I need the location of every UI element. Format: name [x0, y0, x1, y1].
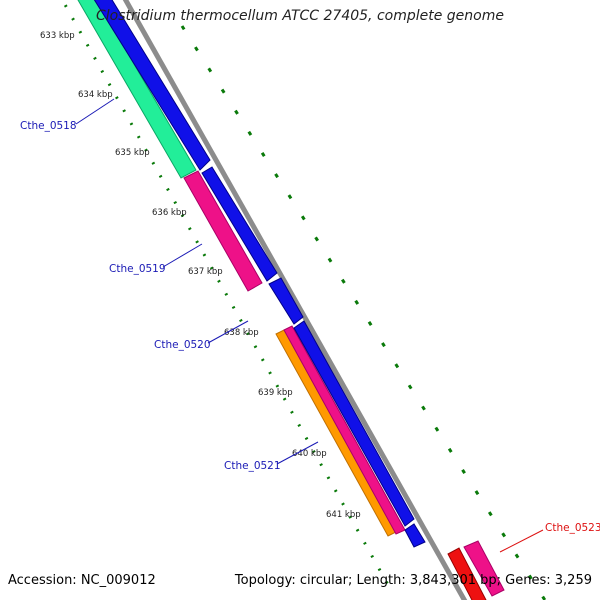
tick-label: 633 kbp [40, 31, 75, 41]
cds-arrow-cthe-0521 [293, 320, 415, 527]
tick-label: 635 kbp [115, 148, 150, 158]
cds-arrow-cthe-0518 [93, 0, 211, 171]
gene-leader [162, 243, 203, 268]
cds-arrow-cthe-0520 [268, 277, 304, 325]
gene-label[interactable]: Cthe_0523 [545, 522, 600, 534]
pink-feature-bar-3 [463, 540, 505, 597]
tick-label: 634 kbp [78, 90, 113, 100]
accession-text: Accession: NC_009012 [8, 573, 156, 588]
cds-arrow-cthe-0519 [201, 166, 278, 282]
gene-label[interactable]: Cthe_0521 [224, 460, 281, 472]
gene-leader [207, 320, 249, 344]
red-feature-bar [447, 547, 487, 600]
gene-leader [75, 98, 115, 125]
gc-track-outer [180, 25, 547, 600]
gene-label[interactable]: Cthe_0520 [154, 339, 211, 351]
gene-leader [276, 441, 319, 465]
tick-label: 641 kbp [326, 510, 361, 520]
gene-leader [499, 529, 544, 553]
tick-label: 640 kbp [292, 449, 327, 459]
tick-label: 638 kbp [224, 328, 259, 338]
cds-arrow-small [404, 523, 426, 548]
orange-feature-bar [275, 329, 397, 537]
tick-label: 637 kbp [188, 267, 223, 277]
genome-backbone [122, 0, 468, 600]
green-feature-bar [77, 0, 197, 179]
pink-feature-bar-2 [283, 325, 406, 535]
tick-label: 639 kbp [258, 388, 293, 398]
tick-label: 636 kbp [152, 208, 187, 218]
gene-label[interactable]: Cthe_0518 [20, 120, 77, 132]
genome-summary-text: Topology: circular; Length: 3,843,301 bp… [234, 573, 592, 588]
genome-title: Clostridium thermocellum ATCC 27405, com… [96, 8, 504, 24]
pink-feature-bar [183, 170, 263, 292]
gene-label[interactable]: Cthe_0519 [109, 263, 166, 275]
gc-track-inner [60, 0, 394, 593]
